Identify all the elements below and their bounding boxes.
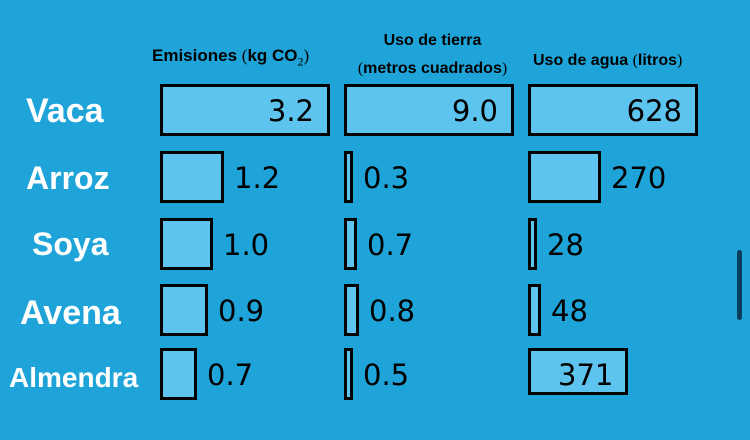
header-emissions-subscript: 2 <box>297 54 304 69</box>
header-land-paren-open: ( <box>357 60 364 77</box>
row-label-vaca: Vaca <box>26 92 104 130</box>
value-label-agua-soya: 28 <box>547 228 584 262</box>
value-label-tierra-avena: 0.8 <box>369 294 416 328</box>
value-label-agua-almendra: 371 <box>558 358 614 392</box>
bar-agua-arroz <box>528 151 601 203</box>
bar-emisiones-avena <box>160 284 208 336</box>
value-label-emisiones-almendra: 0.7 <box>207 358 254 392</box>
header-land-line2: metros cuadrados <box>363 60 502 77</box>
value-label-emisiones-avena: 0.9 <box>218 294 265 328</box>
bar-tierra-avena <box>344 284 359 336</box>
header-land-paren-close: ) <box>501 60 508 77</box>
bar-agua-avena <box>528 284 541 336</box>
bar-tierra-arroz <box>344 151 353 203</box>
header-water-main: Uso de agua <box>533 52 633 69</box>
bar-tierra-vaca <box>344 84 514 136</box>
header-emissions-unit: kg CO <box>247 46 298 65</box>
bar-agua-soya <box>528 218 537 270</box>
header-emissions-paren-open: ( <box>241 46 248 65</box>
header-land: Uso de tierra (metros cuadrados) <box>345 27 520 83</box>
bar-emisiones-soya <box>160 218 213 270</box>
header-emissions: Emisiones (kg CO2) <box>152 46 309 69</box>
header-water-paren-open: ( <box>632 52 638 69</box>
value-label-tierra-vaca: 9.0 <box>451 94 498 128</box>
value-label-tierra-almendra: 0.5 <box>363 358 410 392</box>
value-label-agua-arroz: 270 <box>611 161 667 195</box>
header-land-line2-wrap: (metros cuadrados) <box>345 55 520 83</box>
header-water-unit: litros <box>637 52 678 69</box>
bar-emisiones-almendra <box>160 348 197 400</box>
row-label-avena: Avena <box>20 294 121 332</box>
value-label-tierra-soya: 0.7 <box>367 228 414 262</box>
bar-emisiones-arroz <box>160 151 224 203</box>
bar-agua-almendra <box>528 348 628 395</box>
bar-tierra-almendra <box>344 348 353 400</box>
header-emissions-main: Emisiones <box>152 46 242 65</box>
value-label-agua-avena: 48 <box>551 294 588 328</box>
header-water: Uso de agua (litros) <box>533 52 682 70</box>
value-label-emisiones-soya: 1.0 <box>223 228 270 262</box>
row-label-almendra: Almendra <box>9 362 139 393</box>
scrollbar[interactable] <box>737 250 742 320</box>
value-label-emisiones-vaca: 3.2 <box>267 94 314 128</box>
row-label-arroz: Arroz <box>26 160 110 196</box>
value-label-tierra-arroz: 0.3 <box>363 161 410 195</box>
header-emissions-paren-close: ) <box>303 46 310 65</box>
row-label-soya: Soya <box>32 226 109 262</box>
bar-tierra-soya <box>344 218 357 270</box>
header-land-line1: Uso de tierra <box>383 32 482 49</box>
value-label-emisiones-arroz: 1.2 <box>234 161 281 195</box>
header-water-paren-close: ) <box>677 52 683 69</box>
value-label-agua-vaca: 628 <box>626 94 682 128</box>
bar-agua-vaca <box>528 84 698 136</box>
bar-emisiones-vaca <box>160 84 330 136</box>
